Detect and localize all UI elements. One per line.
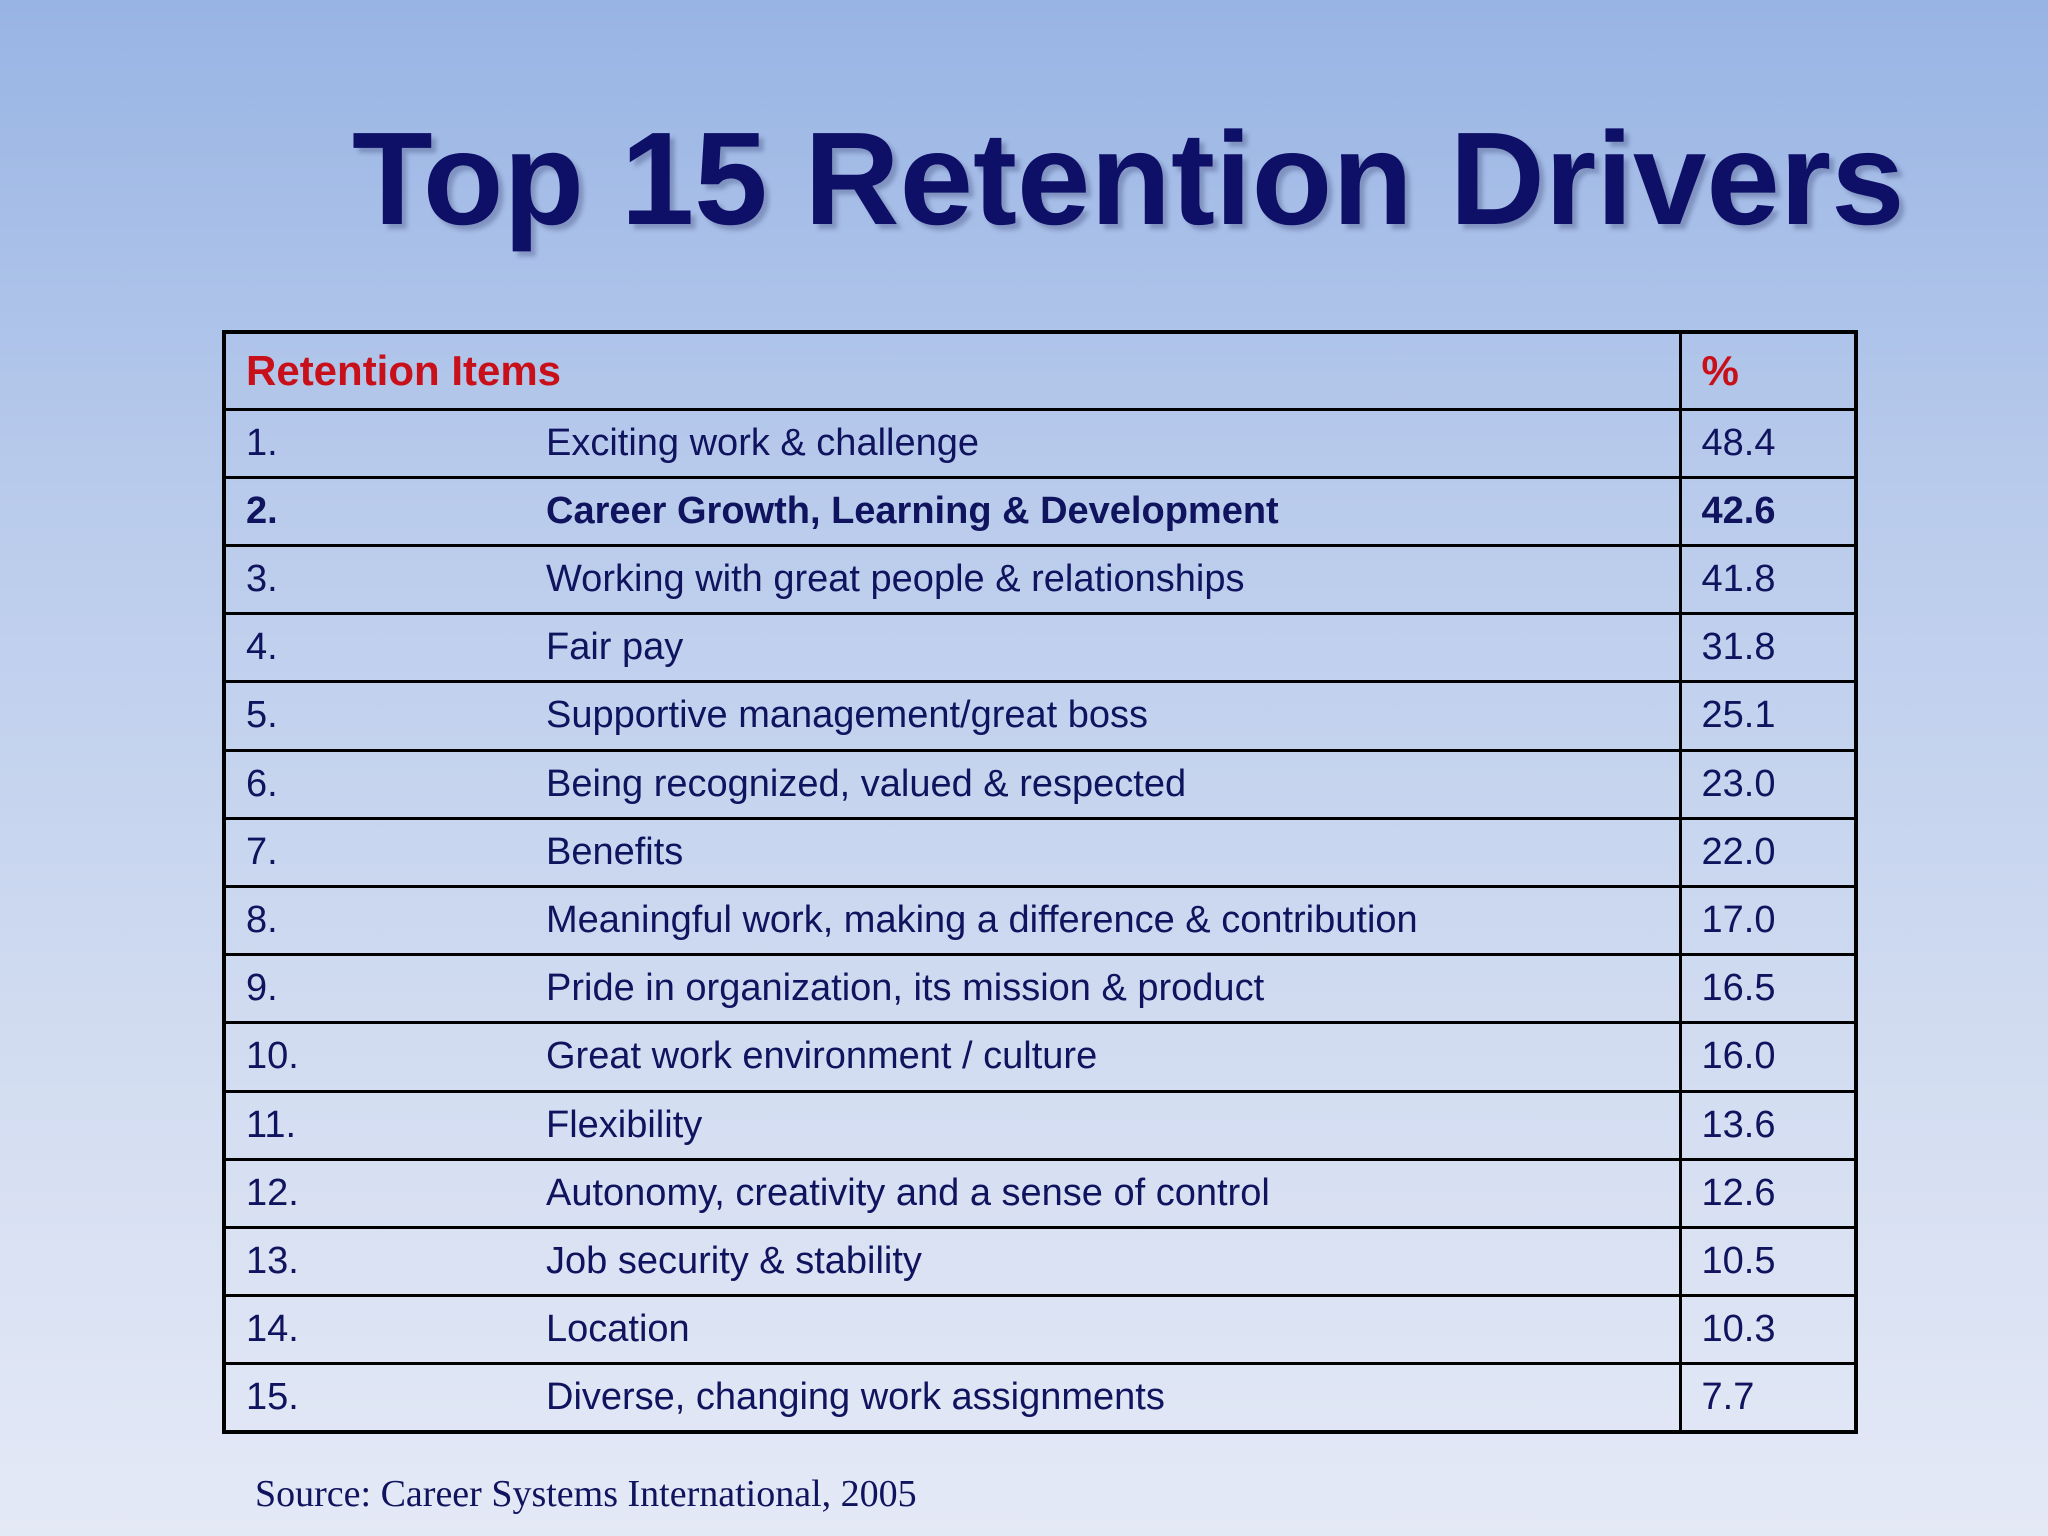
retention-table: Retention Items % 1. Exciting work & chal…: [222, 330, 1858, 1434]
row-retention-item: Being recognized, valued & respected: [522, 748, 1681, 819]
row-percent: 42.6: [1678, 475, 1854, 546]
row-rank: 4.: [226, 612, 522, 682]
row-rank: 10.: [226, 1021, 522, 1092]
table-row: 1. Exciting work & challenge 48.4: [226, 407, 1854, 478]
row-rank: 14.: [226, 1294, 522, 1364]
table-row: 5. Supportive management/great boss 25.1: [226, 680, 1854, 751]
row-retention-item: Job security & stability: [522, 1225, 1681, 1296]
row-percent: 48.4: [1678, 407, 1854, 478]
row-percent: 23.0: [1678, 748, 1854, 819]
row-rank: 7.: [226, 816, 522, 887]
row-rank: 5.: [226, 680, 522, 751]
row-retention-item: Flexibility: [522, 1089, 1681, 1160]
table-row: 14. Location 10.3: [226, 1294, 1854, 1364]
table-row: 12. Autonomy, creativity and a sense of c…: [226, 1157, 1854, 1228]
row-percent: 16.0: [1678, 1021, 1854, 1092]
row-retention-item: Working with great people & relationship…: [522, 543, 1681, 614]
row-percent: 17.0: [1678, 884, 1854, 955]
row-rank: 13.: [226, 1225, 522, 1296]
slide-title: Top 15 Retention Drivers: [352, 105, 1905, 252]
table-row: 7. Benefits 22.0: [226, 816, 1854, 887]
row-percent: 7.7: [1678, 1362, 1854, 1430]
row-percent: 25.1: [1678, 680, 1854, 751]
row-percent: 10.5: [1678, 1225, 1854, 1296]
row-rank: 6.: [226, 748, 522, 819]
row-rank: 3.: [226, 543, 522, 614]
table-row: 9. Pride in organization, its mission & p…: [226, 953, 1854, 1023]
table-row: 10. Great work environment / culture 16.0: [226, 1021, 1854, 1092]
row-rank: 12.: [226, 1157, 522, 1228]
table-row: 15. Diverse, changing work assignments 7.7: [226, 1362, 1854, 1430]
row-percent: 12.6: [1678, 1157, 1854, 1228]
table-row: 3. Working with great people & relationsh…: [226, 543, 1854, 614]
row-retention-item: Career Growth, Learning & Development: [522, 475, 1681, 546]
row-percent: 13.6: [1678, 1089, 1854, 1160]
row-percent: 31.8: [1678, 612, 1854, 682]
row-percent: 22.0: [1678, 816, 1854, 887]
source-citation: Source: Career Systems International, 20…: [255, 1473, 917, 1515]
table-row: 6. Being recognized, valued & respected 23…: [226, 748, 1854, 819]
header-percent: %: [1678, 334, 1854, 409]
row-percent: 41.8: [1678, 543, 1854, 614]
table-row: 11. Flexibility 13.6: [226, 1089, 1854, 1160]
row-retention-item: Meaningful work, making a difference & c…: [522, 884, 1681, 955]
row-retention-item: Supportive management/great boss: [522, 680, 1681, 751]
row-retention-item: Diverse, changing work assignments: [522, 1362, 1681, 1430]
row-retention-item: Pride in organization, its mission & pro…: [522, 953, 1681, 1023]
row-retention-item: Fair pay: [522, 612, 1681, 682]
row-percent: 10.3: [1678, 1294, 1854, 1364]
row-retention-item: Autonomy, creativity and a sense of cont…: [522, 1157, 1681, 1228]
row-rank: 11.: [226, 1089, 522, 1160]
table-row: 8. Meaningful work, making a difference &…: [226, 884, 1854, 955]
table-row: 2. Career Growth, Learning & Development 4…: [226, 475, 1854, 546]
row-retention-item: Exciting work & challenge: [522, 407, 1681, 478]
table-row: 13. Job security & stability 10.5: [226, 1225, 1854, 1296]
row-rank: 2.: [226, 475, 522, 546]
table-row: 4. Fair pay 31.8: [226, 612, 1854, 682]
row-rank: 9.: [226, 953, 522, 1023]
row-retention-item: Location: [522, 1294, 1681, 1364]
row-percent: 16.5: [1678, 953, 1854, 1023]
row-retention-item: Benefits: [522, 816, 1681, 887]
header-retention-items: Retention Items: [246, 346, 562, 394]
row-rank: 15.: [226, 1362, 522, 1430]
row-retention-item: Great work environment / culture: [522, 1021, 1681, 1092]
row-rank: 8.: [226, 884, 522, 955]
retention-table-grid: Retention Items % 1. Exciting work & chal…: [226, 334, 1854, 1430]
table-header-row: Retention Items %: [226, 334, 1854, 409]
row-rank: 1.: [226, 407, 522, 478]
